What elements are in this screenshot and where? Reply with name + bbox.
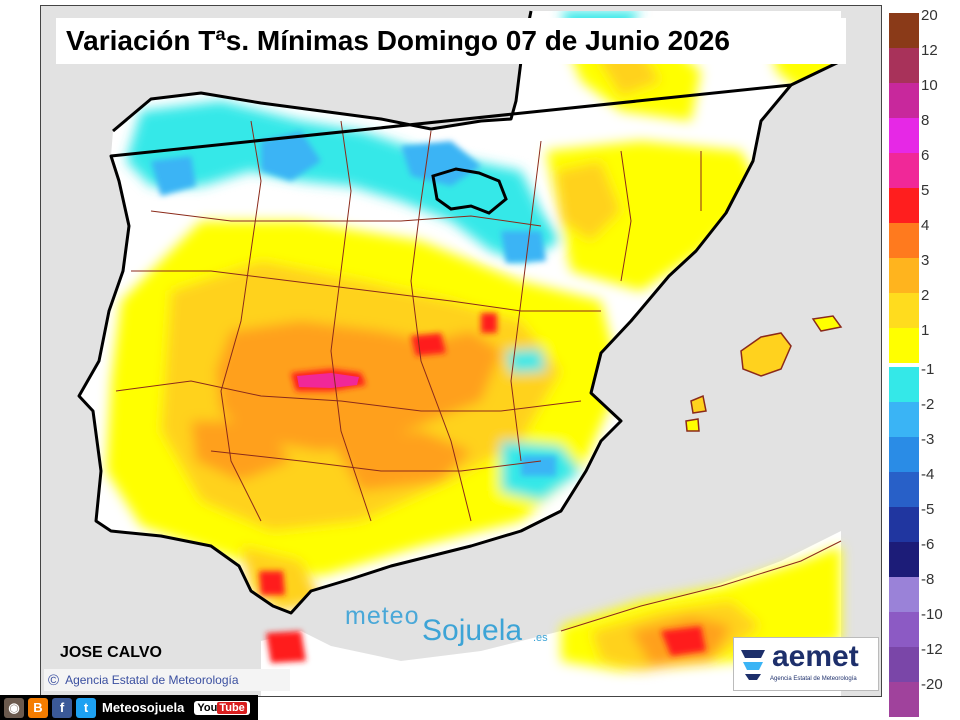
legend-swatch-cold-1	[889, 402, 919, 437]
legend-swatch-warm-1	[889, 48, 919, 83]
color-legend: 20 12 10 8 6 5 4 3 2 1 -1 -2 -3 -4 -5 -6 -8 -10 -12 -20	[885, 7, 960, 717]
twitter-icon[interactable]: t	[76, 697, 96, 718]
legend-label-warm-2: 10	[921, 77, 938, 94]
legend-label-cold-4: -5	[921, 501, 935, 518]
copyright-icon: ©	[48, 671, 60, 689]
legend-label-cold-2: -3	[921, 431, 935, 448]
legend-swatch-cold-5	[889, 542, 919, 577]
watermark-part-3: .es	[533, 632, 548, 644]
legend-swatch-warm-8	[889, 293, 919, 328]
agency-credit: Agencia Estatal de Meteorología	[65, 673, 239, 687]
legend-label-warm-0: 20	[921, 7, 938, 24]
legend-swatch-warm-2	[889, 83, 919, 118]
title-box: Variación Tªs. Mínimas Domingo 07 de Jun…	[56, 18, 846, 64]
legend-swatch-cold-2	[889, 437, 919, 472]
aemet-subtitle: Agencia Estatal de Meteorología	[770, 676, 857, 682]
legend-swatch-cold-9	[889, 682, 919, 717]
legend-label-cold-3: -4	[921, 466, 935, 483]
legend-swatch-warm-5	[889, 188, 919, 223]
youtube-tube: Tube	[217, 701, 247, 714]
region-borders	[115, 120, 702, 522]
legend-label-warm-1: 12	[921, 42, 938, 59]
aemet-name: aemet	[772, 640, 859, 673]
legend-swatch-warm-6	[889, 223, 919, 258]
legend-swatch-warm-9	[889, 328, 919, 363]
balearic-islands	[685, 315, 843, 432]
legend-swatch-warm-7	[889, 258, 919, 293]
legend-label-cold-9: -20	[921, 676, 943, 693]
legend-label-warm-6: 4	[921, 217, 930, 234]
legend-label-warm-9: 1	[921, 322, 930, 339]
legend-swatch-cold-7	[889, 612, 919, 647]
legend-label-warm-5: 5	[921, 182, 930, 199]
aemet-logo: aemet Agencia Estatal de Meteorología	[733, 637, 879, 691]
legend-label-cold-1: -2	[921, 396, 935, 413]
legend-label-cold-5: -6	[921, 536, 935, 553]
legend-label-cold-8: -12	[921, 641, 943, 658]
legend-swatch-cold-3	[889, 472, 919, 507]
iberia-map	[77, 10, 843, 696]
legend-swatch-cold-0	[889, 367, 919, 402]
map-title: Variación Tªs. Mínimas Domingo 07 de Jun…	[66, 25, 730, 56]
coastline	[77, 10, 793, 615]
youtube-icon[interactable]: You Tube	[194, 700, 250, 715]
legend-label-warm-4: 6	[921, 147, 930, 164]
author-label: JOSE CALVO	[60, 644, 162, 661]
aemet-mark-icon	[741, 650, 765, 680]
legend-swatch-warm-0	[889, 13, 919, 48]
legend-swatch-warm-4	[889, 153, 919, 188]
instagram-icon[interactable]: ◉	[4, 697, 24, 718]
legend-swatch-cold-6	[889, 577, 919, 612]
meteosojuela-watermark: meteo Sojuela .es	[345, 600, 565, 650]
social-bar: ◉ B f t Meteosojuela You Tube	[0, 695, 258, 720]
legend-swatch-warm-3	[889, 118, 919, 153]
legend-swatch-cold-8	[889, 647, 919, 682]
social-handle[interactable]: Meteosojuela	[102, 700, 185, 715]
map-area	[40, 5, 882, 697]
legend-label-cold-7: -10	[921, 606, 943, 623]
watermark-part-2: Sojuela	[422, 614, 523, 647]
blogger-icon[interactable]: B	[28, 697, 48, 718]
legend-label-warm-7: 3	[921, 252, 930, 269]
youtube-you: You	[197, 701, 218, 714]
legend-label-cold-6: -8	[921, 571, 935, 588]
legend-label-warm-8: 2	[921, 287, 930, 304]
la-rioja-outline	[431, 167, 508, 215]
watermark-part-1: meteo	[345, 602, 420, 630]
legend-label-warm-3: 8	[921, 112, 930, 129]
facebook-icon[interactable]: f	[52, 697, 72, 718]
agency-credit-bar: © Agencia Estatal de Meteorología	[44, 669, 290, 691]
legend-label-cold-0: -1	[921, 361, 935, 378]
legend-swatch-cold-4	[889, 507, 919, 542]
